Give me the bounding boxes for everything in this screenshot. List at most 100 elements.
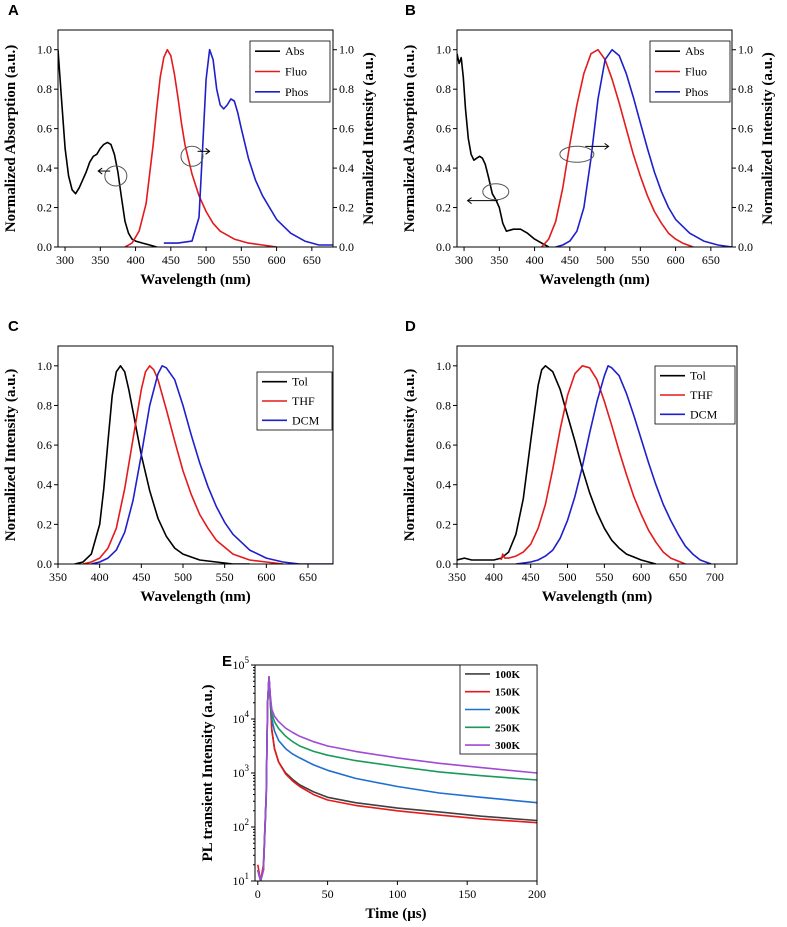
- y-tick-base: 10: [233, 766, 245, 780]
- series-line-abs: [58, 49, 157, 247]
- y-tick-label: 101: [233, 871, 250, 888]
- panel-label: A: [8, 2, 19, 19]
- annotations: [466, 142, 610, 205]
- legend: 100K 150K 200K 250K 300K: [459, 664, 538, 755]
- panel-label: C: [8, 318, 19, 335]
- y-axis-label: PL transient Intensity (a.u.): [200, 684, 216, 861]
- y-tick-label: 0.6: [436, 438, 451, 452]
- x-tick-label: 500: [174, 570, 192, 584]
- legend-label: Tol: [292, 375, 308, 389]
- legend-label: Abs: [285, 44, 305, 58]
- x-tick-label: 400: [91, 570, 109, 584]
- y-tick-label: 0.0: [436, 557, 451, 571]
- x-tick-label: 500: [559, 570, 577, 584]
- y-tick-label: 0.8: [436, 398, 451, 412]
- legend-label: DCM: [690, 407, 718, 421]
- arrow-right-head: [205, 147, 211, 155]
- arrow-left-head: [97, 167, 103, 175]
- y-tick-label: 0.4: [436, 161, 451, 175]
- y-right-tick-label: 0.8: [738, 82, 753, 96]
- y-axis-label: Normalized Intensity (a.u.): [3, 369, 19, 542]
- y-tick-label: 0.2: [37, 517, 52, 531]
- x-tick-label: 600: [667, 253, 685, 267]
- legend-label: 150K: [495, 687, 521, 699]
- x-tick-label: 50: [322, 887, 334, 901]
- y-tick-exponent: 4: [245, 709, 250, 719]
- x-axis-label: Wavelength (nm): [542, 589, 652, 605]
- panel-label: B: [405, 2, 416, 19]
- plot-frame: [456, 29, 733, 248]
- y-tick-label: 104: [233, 709, 250, 726]
- x-tick-label: 650: [702, 253, 720, 267]
- y-tick-label: 105: [233, 655, 250, 672]
- legend-label: Phos: [285, 85, 309, 99]
- y-axis-label: Normalized Absorption (a.u.): [402, 45, 418, 233]
- series-line-tol: [74, 365, 250, 564]
- legend-label: THF: [292, 394, 315, 408]
- x-tick-label: 700: [706, 570, 724, 584]
- y-tick-label: 0.2: [436, 517, 451, 531]
- series-line-abs: [457, 53, 550, 247]
- legend-label: DCM: [292, 413, 320, 427]
- series-line-dcm: [515, 365, 712, 564]
- legend-label: Tol: [690, 369, 706, 383]
- x-tick-label: 600: [257, 570, 275, 584]
- legend: Abs Fluo Phos: [249, 40, 331, 103]
- x-tick-label: 0: [255, 887, 261, 901]
- plot-frame: [57, 29, 334, 248]
- x-axis-label: Wavelength (nm): [140, 272, 250, 288]
- y-axis-label: Normalized Intensity (a.u.): [402, 369, 418, 542]
- y-axis-label-right: Normalized Intensity (a.u.): [361, 52, 377, 225]
- x-tick-label: 550: [631, 253, 649, 267]
- x-tick-label: 600: [268, 253, 286, 267]
- x-tick-label: 350: [49, 570, 67, 584]
- y-right-tick-label: 0.0: [339, 240, 354, 254]
- chart-c: C 350 400 450 500 550 600 650 0.0 0.2 0.4 0.6 0.8 1.0…: [3, 318, 334, 605]
- x-tick-label: 450: [522, 570, 540, 584]
- chart-b: B 300 350 400 450 500 550 600 650 0.0 0.2 0.4 0.6 0.8…: [402, 2, 776, 288]
- series-line-phos: [555, 48, 732, 247]
- y-tick-label: 1.0: [436, 43, 451, 57]
- y-tick-label: 1.0: [436, 359, 451, 373]
- y-axis-label: Normalized Absorption (a.u.): [3, 45, 19, 233]
- y-tick-base: 10: [233, 658, 245, 672]
- series-line-fluo: [541, 48, 694, 247]
- x-tick-label: 350: [91, 253, 109, 267]
- y-tick-label: 0.6: [436, 122, 451, 136]
- x-tick-label: 350: [490, 253, 508, 267]
- x-tick-label: 300: [56, 253, 74, 267]
- y-tick-base: 10: [233, 874, 245, 888]
- x-tick-label: 500: [596, 253, 614, 267]
- legend-label: 100K: [495, 669, 521, 681]
- y-right-tick-label: 0.4: [339, 161, 354, 175]
- legend-label: 200K: [495, 705, 521, 717]
- legend: Tol THF DCM: [256, 371, 333, 431]
- series-line-tol: [457, 365, 657, 564]
- chart-a: A 300 350 400 450 500 550 600 650 0.0 0.2 0.4 0.6 0.8…: [3, 2, 377, 288]
- x-tick-label: 500: [197, 253, 215, 267]
- y-right-tick-label: 1.0: [339, 43, 354, 57]
- x-axis-label: Wavelength (nm): [140, 589, 250, 605]
- legend-label: 250K: [495, 722, 521, 734]
- x-tick-label: 450: [561, 253, 579, 267]
- y-tick-label: 102: [233, 817, 250, 834]
- x-tick-label: 650: [669, 570, 687, 584]
- y-tick-label: 0.8: [37, 82, 52, 96]
- y-tick-label: 1.0: [37, 43, 52, 57]
- x-tick-label: 350: [448, 570, 466, 584]
- annotation-ellipse: [482, 183, 510, 201]
- y-tick-label: 0.2: [436, 201, 451, 215]
- y-right-tick-label: 0.0: [738, 240, 753, 254]
- x-tick-label: 550: [216, 570, 234, 584]
- series-line-thf: [500, 365, 686, 564]
- legend-label: 300K: [495, 740, 521, 752]
- annotations: [97, 145, 211, 187]
- x-tick-label: 650: [303, 253, 321, 267]
- arrow-left-head: [466, 197, 472, 205]
- x-tick-label: 400: [485, 570, 503, 584]
- y-right-tick-label: 0.6: [738, 122, 753, 136]
- y-tick-label: 0.6: [37, 438, 52, 452]
- x-axis-label: Wavelength (nm): [539, 272, 649, 288]
- chart-d: D 350 400 450 500 550 600 650 700 0.0 0.2 0.4 0.6 0.8…: [402, 318, 738, 605]
